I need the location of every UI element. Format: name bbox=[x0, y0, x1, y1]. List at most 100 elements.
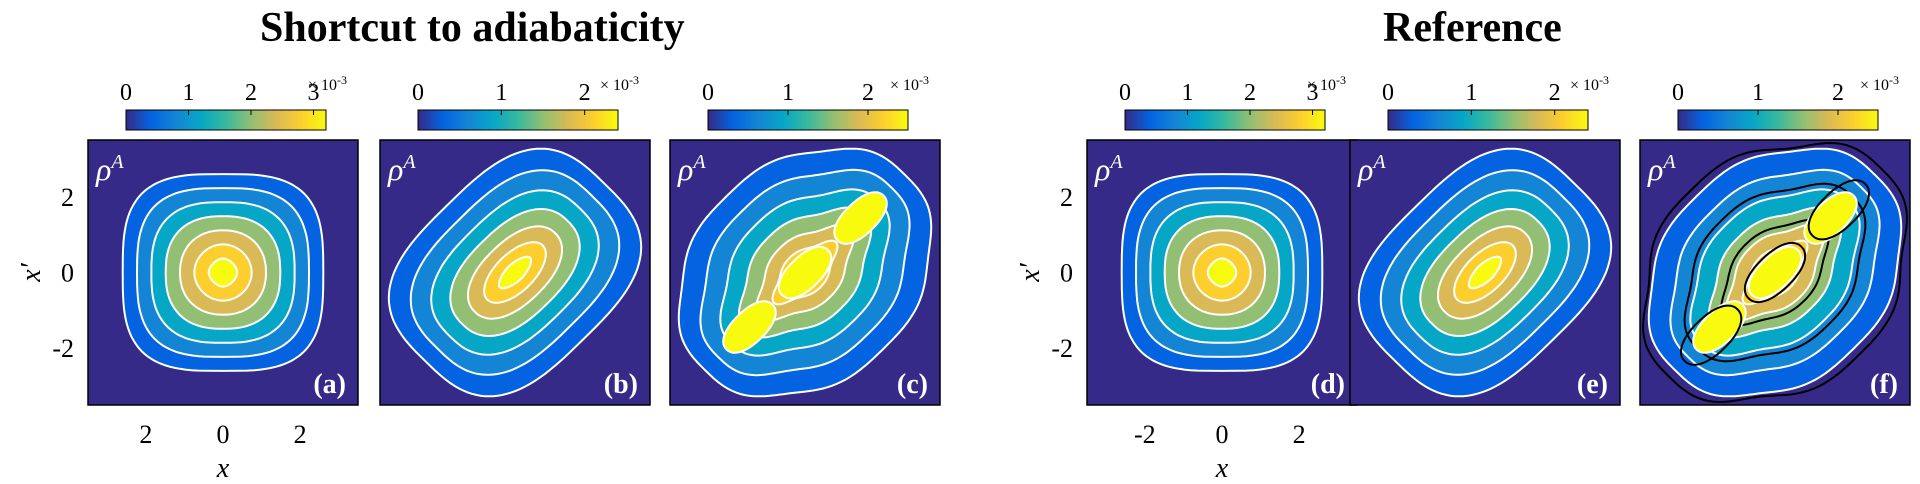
x-tick-label: 2 bbox=[139, 420, 152, 449]
colorbar-exponent: × 10-3 bbox=[1307, 73, 1346, 94]
peak-blob-1 bbox=[1803, 191, 1858, 245]
colorbar-tick-label: 1 bbox=[1182, 80, 1194, 106]
rho-superscript: A bbox=[1108, 151, 1123, 173]
colorbar bbox=[1387, 109, 1589, 131]
y-tick-label: -2 bbox=[52, 334, 74, 363]
x-axis-label: x bbox=[1215, 453, 1229, 484]
panel-label: (f) bbox=[1870, 369, 1898, 400]
panel-f: ρA(f)0 1 2 × 10-3 bbox=[1639, 73, 1911, 406]
panel-label: (c) bbox=[897, 369, 928, 400]
y-axis-label: x′ bbox=[16, 262, 47, 282]
x-axis-label: x bbox=[216, 453, 230, 484]
plot-frame bbox=[87, 139, 359, 406]
rho-superscript: A bbox=[1371, 151, 1386, 173]
colorbar-exponent-power: -3 bbox=[1336, 73, 1346, 87]
x-tick-label: 0 bbox=[217, 420, 230, 449]
colorbar bbox=[125, 109, 327, 131]
colorbar-exponent: × 10-3 bbox=[890, 73, 929, 94]
plot-frame bbox=[1639, 139, 1911, 406]
contour-fill-group bbox=[1642, 141, 1908, 404]
colorbar-exponent: × 10-3 bbox=[1860, 73, 1899, 94]
rho-superscript: A bbox=[109, 151, 124, 173]
colorbar-exponent-power: -3 bbox=[919, 73, 929, 87]
panel-a: ρA (a) 0 1 2 3× 10-3 bbox=[87, 73, 359, 406]
colorbar-tick-label: 0 bbox=[1382, 80, 1394, 106]
colorbar-exponent: × 10-3 bbox=[308, 73, 347, 94]
panel-d: ρA(d)0 1 2 3× 10-3 bbox=[1086, 73, 1358, 406]
group-title-reference: Reference bbox=[1383, 5, 1562, 51]
colorbar-tick-label: 2 bbox=[862, 80, 874, 106]
panel-label: (b) bbox=[604, 369, 638, 400]
x-tick-label: 2 bbox=[294, 420, 307, 449]
colorbar-tick-label: 0 bbox=[702, 80, 714, 106]
panel-label: (a) bbox=[313, 369, 346, 400]
contour-fill-group bbox=[387, 147, 643, 398]
colorbar-exponent-power: -3 bbox=[1889, 73, 1899, 87]
peak-blob-1 bbox=[833, 191, 888, 245]
colorbar bbox=[1677, 109, 1879, 131]
colorbar-exponent-power: -3 bbox=[337, 73, 347, 87]
rho-superscript: A bbox=[691, 151, 706, 173]
y-tick-label: -2 bbox=[1051, 334, 1073, 363]
contour-level-7 bbox=[207, 257, 239, 288]
peak-blob-3 bbox=[1692, 300, 1747, 354]
panel-b: ρA(b)0 1 2 × 10-3 bbox=[379, 73, 651, 406]
y-tick-label: 0 bbox=[1060, 259, 1073, 288]
colorbar bbox=[1124, 109, 1326, 131]
colorbar-exponent-power: -3 bbox=[629, 73, 639, 87]
colorbar-tick-label: 1 bbox=[1752, 80, 1764, 106]
colorbar-tick-label: 2 bbox=[1832, 80, 1844, 106]
colorbar-tick-label: 1 bbox=[183, 80, 195, 106]
y-tick-label: 2 bbox=[61, 183, 74, 212]
colorbar-tick-label: 2 bbox=[1549, 80, 1561, 106]
y-axis-label: x′ bbox=[1015, 262, 1046, 282]
colorbar-tick-label: 1 bbox=[495, 80, 507, 106]
plot-frame bbox=[1349, 139, 1621, 406]
colorbar-exponent: × 10-3 bbox=[1570, 73, 1609, 94]
peak-blob-black-3 bbox=[1680, 304, 1743, 366]
colorbar-tick-label: 2 bbox=[579, 80, 591, 106]
colorbar-exponent-power: -3 bbox=[1599, 73, 1609, 87]
group-title-shortcut: Shortcut to adiabaticity bbox=[260, 5, 685, 51]
x-tick-label: 0 bbox=[1216, 420, 1229, 449]
panel-label: (e) bbox=[1577, 369, 1608, 400]
contour-fill-group bbox=[1120, 173, 1324, 372]
rho-superscript: A bbox=[401, 151, 416, 173]
contour-fill-group bbox=[121, 173, 325, 372]
peak-blob-black-2 bbox=[1743, 241, 1807, 304]
colorbar-tick-label: 2 bbox=[1244, 80, 1256, 106]
colorbar bbox=[417, 109, 619, 131]
colorbar-exponent: × 10-3 bbox=[600, 73, 639, 94]
x-tick-label: 2 bbox=[1293, 420, 1306, 449]
peak-blob-2 bbox=[1747, 245, 1803, 300]
colorbar-tick-label: 0 bbox=[412, 80, 424, 106]
colorbar-tick-label: 3 bbox=[1307, 80, 1319, 106]
colorbar-tick-label: 0 bbox=[1672, 80, 1684, 106]
peak-blob-3 bbox=[722, 300, 777, 354]
plot-frame bbox=[379, 139, 651, 406]
panel-e: ρA(e)0 1 2 × 10-3 bbox=[1349, 73, 1621, 406]
contour-level-7 bbox=[1467, 255, 1503, 290]
colorbar-tick-label: 0 bbox=[120, 80, 132, 106]
rho-superscript: A bbox=[1661, 151, 1676, 173]
colorbar-tick-label: 1 bbox=[1465, 80, 1477, 106]
contour-level-7 bbox=[497, 255, 533, 290]
y-tick-label: 0 bbox=[61, 259, 74, 288]
colorbar-tick-label: 1 bbox=[782, 80, 794, 106]
contour-level-7 bbox=[1206, 257, 1238, 288]
peak-blob-black-1 bbox=[1807, 179, 1870, 241]
colorbar-tick-label: 3 bbox=[308, 80, 320, 106]
plot-frame bbox=[669, 139, 941, 406]
colorbar-tick-label: 0 bbox=[1119, 80, 1131, 106]
peak-blob-2 bbox=[777, 245, 833, 300]
panel-c: ρA(c)0 1 2 × 10-3 bbox=[669, 73, 941, 406]
x-tick-label: -2 bbox=[1134, 420, 1156, 449]
colorbar-tick-label: 2 bbox=[245, 80, 257, 106]
y-tick-label: 2 bbox=[1060, 183, 1073, 212]
contour-fill-group bbox=[677, 147, 933, 398]
rho-label: ρA bbox=[95, 151, 124, 187]
contour-line-black-1 bbox=[1642, 141, 1908, 404]
panel-label: (d) bbox=[1311, 369, 1345, 400]
colorbar bbox=[707, 109, 909, 131]
